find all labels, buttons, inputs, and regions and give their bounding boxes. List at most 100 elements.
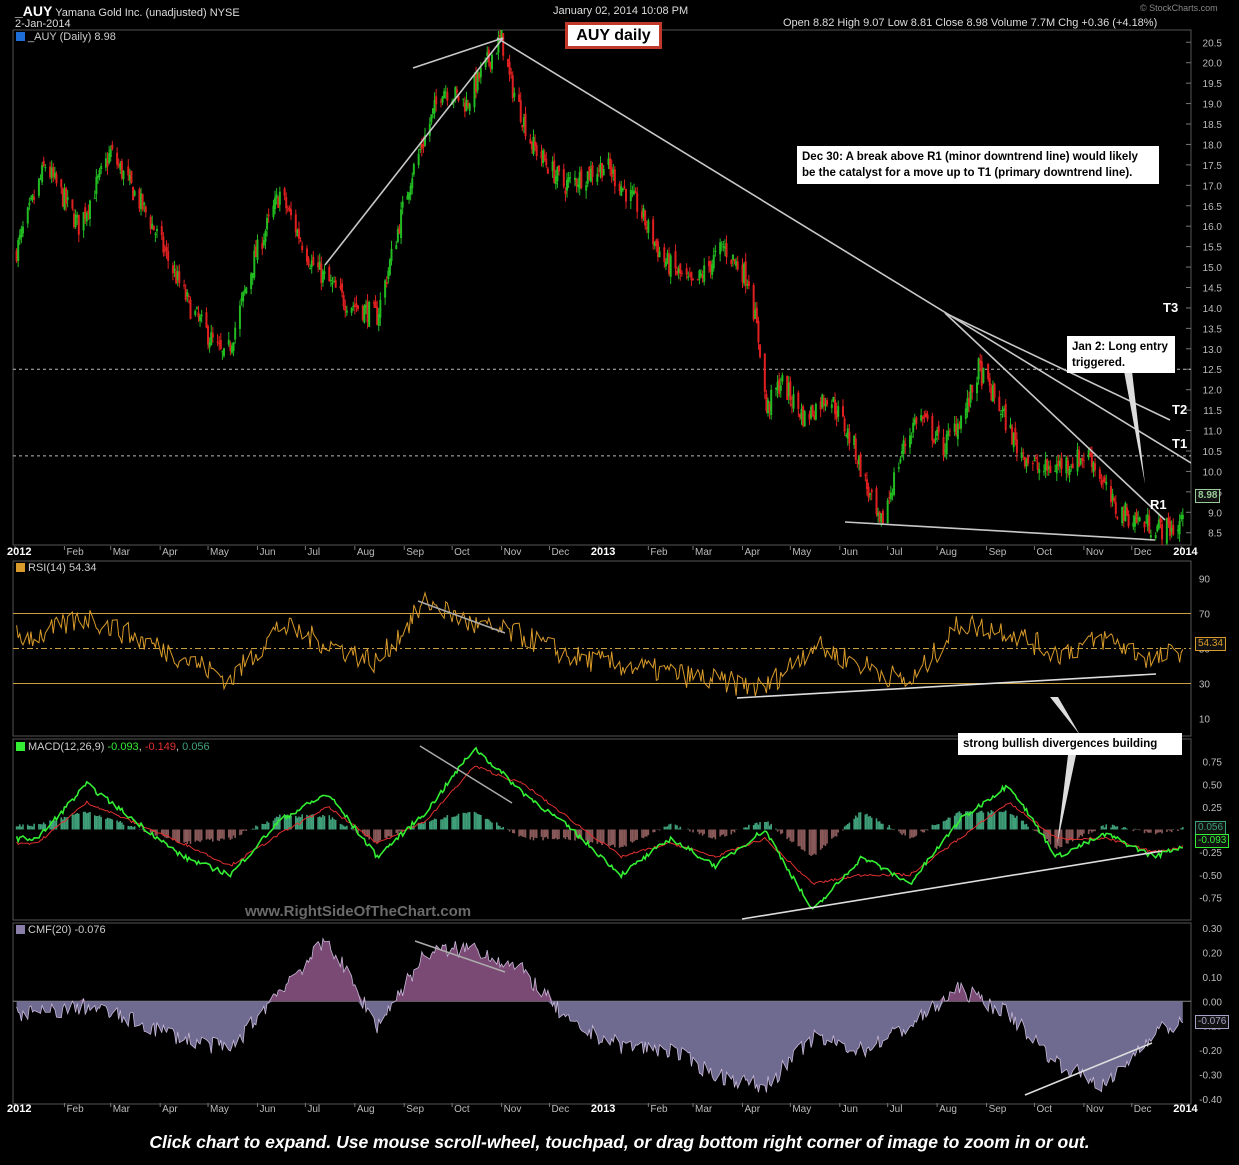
stock-chart: 8.59.09.510.010.511.011.512.012.513.013.… — [7, 29, 1223, 1115]
macd-hist-bar — [33, 823, 35, 830]
macd-hist-bar — [934, 825, 937, 830]
macd-hist-bar — [1161, 829, 1163, 834]
macd-hist-bar — [85, 813, 88, 830]
macd-hist-bar — [267, 822, 270, 830]
candle-body — [497, 37, 500, 53]
macd-hist-bar — [52, 820, 55, 830]
macd-hist-bar — [574, 829, 576, 841]
candle-body — [562, 168, 565, 187]
macd-hist-bar — [966, 811, 969, 830]
macd-hist-bar — [322, 814, 324, 830]
macd-hist-bar — [160, 829, 163, 835]
macd-hist-bar — [76, 813, 79, 830]
macd-hist-bar — [641, 829, 643, 838]
macd-hist-bar — [998, 811, 1001, 830]
macd-hist-bar — [669, 823, 672, 830]
candle-body — [388, 259, 391, 275]
candle-body — [1124, 503, 1127, 522]
macd-hist-bar — [428, 821, 431, 830]
macd-hist-bar — [164, 829, 166, 838]
candle-body — [60, 179, 63, 188]
macd-hist-bar — [1025, 823, 1028, 830]
rsi-line — [16, 591, 1184, 697]
macd-hist-bar — [877, 821, 879, 830]
candle-body — [508, 62, 511, 75]
macd-hist-bar — [668, 824, 670, 830]
price-ytick-label: 14.0 — [1203, 304, 1223, 315]
price-ytick-label: 15.5 — [1203, 243, 1223, 254]
macd-hist-bar — [1089, 829, 1092, 831]
candle-body — [770, 389, 773, 416]
candle-body — [944, 450, 947, 452]
candle-body — [642, 208, 645, 217]
candle-body — [645, 226, 648, 229]
xtick-label: Jul — [890, 547, 903, 558]
macd-hist-bar — [1115, 826, 1117, 830]
candle-body — [535, 145, 538, 157]
macd-hist-bar — [200, 829, 203, 841]
macd-hist-bar — [859, 812, 862, 830]
candle-body — [82, 212, 85, 231]
macd-hist-bar — [205, 829, 208, 840]
candle-body — [297, 228, 300, 239]
macd-hist-bar — [42, 822, 45, 830]
candle-body — [1009, 424, 1012, 429]
candle-body — [502, 33, 505, 56]
macd-hist-bar — [290, 815, 292, 830]
candle-body — [901, 450, 904, 455]
macd-hist-bar — [832, 829, 835, 838]
candle-body — [676, 270, 679, 275]
candle-body — [743, 263, 746, 284]
macd-ytick-label: 0.75 — [1203, 758, 1223, 769]
macd-hist-bar — [55, 819, 58, 830]
xtick-label: Sep — [989, 547, 1007, 558]
macd-hist-bar — [869, 815, 871, 830]
xtick-label: Mar — [113, 547, 131, 558]
cmf-positive-area — [16, 938, 1183, 1002]
macd-hist-bar — [513, 829, 516, 834]
candle-body — [800, 409, 803, 420]
candle-body — [1057, 460, 1060, 466]
candle-body — [787, 382, 790, 397]
candle-body — [968, 397, 971, 407]
candle-body — [1165, 517, 1168, 544]
candle-body — [1156, 525, 1159, 532]
candle-body — [277, 197, 280, 208]
candle-body — [495, 53, 498, 55]
macd-hist-bar — [1024, 824, 1026, 830]
macd-hist-bar — [647, 829, 650, 836]
candle-body — [937, 425, 940, 433]
macd-hist-bar — [398, 829, 401, 832]
candle-body — [893, 472, 896, 496]
xtick-label: Jun — [259, 547, 275, 558]
candle-body — [285, 196, 288, 209]
candle-body — [141, 194, 144, 210]
macd-hist-bar — [743, 827, 745, 830]
macd-ytick-label: 0.50 — [1203, 780, 1223, 791]
macd-hist-bar — [1065, 829, 1068, 844]
candle-body — [802, 406, 805, 426]
macd-hist-bar — [141, 828, 144, 830]
candle-body — [1036, 462, 1039, 470]
candle-body — [948, 430, 951, 432]
candle-body — [1143, 521, 1146, 528]
candle-body — [1114, 502, 1117, 514]
price-ytick-label: 19.5 — [1203, 79, 1223, 90]
candle-body — [357, 305, 360, 309]
candle-body — [719, 242, 722, 255]
macd-hist-bar — [1033, 829, 1036, 831]
macd-hist-bar — [78, 813, 80, 830]
candle-body — [444, 91, 447, 93]
footer-instructions: Click chart to expand. Use mouse scroll-… — [149, 1132, 1090, 1152]
candle-body — [663, 247, 666, 262]
macd-hist-bar — [196, 829, 198, 841]
candle-body — [39, 177, 42, 179]
macd-hist-bar — [971, 813, 974, 830]
macd-hist-bar — [154, 829, 157, 836]
macd-hist-bar — [1122, 827, 1125, 830]
candle-body — [524, 113, 527, 137]
xtick-label: Mar — [113, 1104, 131, 1115]
rsi-ytick-label: 30 — [1199, 680, 1211, 691]
candle-body — [1078, 450, 1081, 467]
xtick-label: Dec — [551, 547, 569, 558]
